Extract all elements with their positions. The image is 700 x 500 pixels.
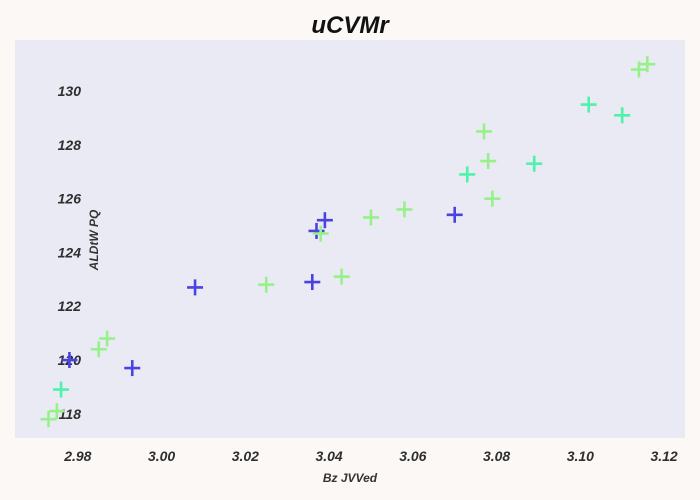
scatter-point xyxy=(630,61,647,78)
y-tick-label: 124 xyxy=(58,244,82,260)
chart-title: uCVMr xyxy=(311,12,390,39)
y-tick-label: 118 xyxy=(59,406,82,422)
y-tick-label: 126 xyxy=(58,191,82,207)
scatter-point xyxy=(614,107,631,124)
scatter-point xyxy=(459,166,476,183)
scatter-point xyxy=(526,155,543,172)
x-tick-label: 3.02 xyxy=(232,448,259,464)
scatter-point xyxy=(446,206,463,223)
scatter-point xyxy=(476,123,492,140)
scatter-point xyxy=(99,330,116,347)
scatter-point xyxy=(396,201,413,218)
x-tick-label: 3.10 xyxy=(567,448,594,464)
data-points xyxy=(40,56,656,428)
x-tick-label: 3.00 xyxy=(148,448,175,464)
scatter-point xyxy=(187,279,204,296)
x-axis-label: Bz JVVed xyxy=(323,471,378,485)
scatter-point xyxy=(61,352,78,369)
scatter-point xyxy=(53,381,70,398)
scatter-point xyxy=(40,411,57,428)
scatter-point xyxy=(480,153,497,170)
x-axis-ticks: 2.98 3.00 3.02 3.04 3.06 3.08 3.10 3.12 xyxy=(63,448,678,464)
x-tick-label: 3.08 xyxy=(483,448,510,464)
scatter-point xyxy=(312,225,329,242)
scatter-point xyxy=(90,341,107,358)
scatter-point xyxy=(484,190,501,207)
y-tick-label: 128 xyxy=(58,137,82,153)
scatter-point xyxy=(124,360,141,377)
scatter-point xyxy=(304,274,321,291)
scatter-point xyxy=(316,212,333,229)
x-tick-label: 2.98 xyxy=(63,448,91,464)
y-tick-label: 122 xyxy=(58,298,82,314)
scatter-point xyxy=(48,403,65,420)
scatter-point xyxy=(362,209,379,226)
x-tick-label: 3.06 xyxy=(399,448,426,464)
scatter-point xyxy=(580,96,597,113)
scatter-point xyxy=(639,56,656,73)
scatter-point xyxy=(258,276,275,293)
scatter-point xyxy=(333,268,350,285)
y-tick-label: 130 xyxy=(58,83,82,99)
x-tick-label: 3.04 xyxy=(315,448,342,464)
y-axis-label: ALDtW PQ xyxy=(87,209,101,271)
x-tick-label: 3.12 xyxy=(650,448,677,464)
plot-area xyxy=(15,40,685,438)
